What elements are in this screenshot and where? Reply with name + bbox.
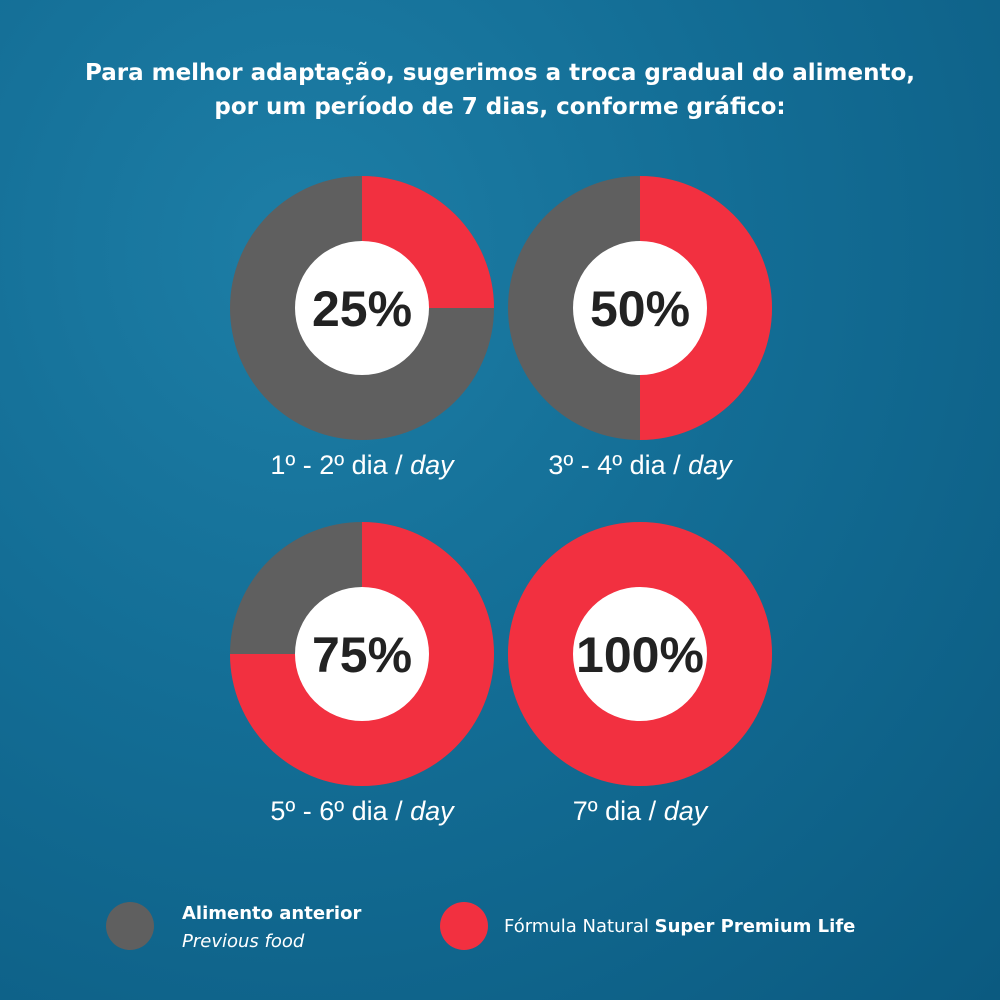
pie-3-caption-italic: day	[410, 796, 454, 826]
pie-4-percent-label: 100%	[576, 627, 704, 683]
pie-3-center	[295, 587, 429, 721]
pie-svg-2: 50%	[508, 176, 772, 440]
title-line-2: por um período de 7 dias, conforme gráfi…	[214, 94, 786, 120]
pie-svg-3: 75%	[230, 522, 494, 786]
pie-3-percent-label: 75%	[312, 627, 412, 683]
legend-new-regular: Fórmula Natural	[504, 916, 655, 937]
pie-1-percent-label: 25%	[312, 281, 412, 337]
legend-previous-italic: Previous food	[182, 931, 305, 952]
pie-1-center	[295, 241, 429, 375]
pie-svg-1: 25%	[230, 176, 494, 440]
pie-svg-4: 100%	[508, 522, 772, 786]
pie-2-caption-italic: day	[688, 450, 732, 480]
pie-chart-2: 50%	[508, 176, 772, 440]
pie-1-caption-italic: day	[410, 450, 454, 480]
legend-dot-new	[440, 902, 488, 950]
pie-2-caption-main: 3º - 4º dia /	[548, 450, 689, 480]
pie-2-caption: 3º - 4º dia / day	[510, 450, 770, 481]
pie-4-caption: 7º dia / day	[510, 796, 770, 827]
pie-chart-3: 75%	[230, 522, 494, 786]
pie-1-caption: 1º - 2º dia / day	[232, 450, 492, 481]
pie-2-percent-label: 50%	[590, 281, 690, 337]
legend-text-new: Fórmula Natural Super Premium Life	[504, 913, 855, 941]
pie-chart-1: 25%	[230, 176, 494, 440]
title-line-1: Para melhor adaptação, sugerimos a troca…	[84, 60, 916, 86]
pie-3-caption-main: 5º - 6º dia /	[270, 796, 411, 826]
pie-3-caption: 5º - 6º dia / day	[232, 796, 492, 827]
legend-previous-bold: Alimento anterior	[182, 903, 362, 924]
page-title: Para melhor adaptação, sugerimos a troca…	[0, 56, 1000, 124]
pie-4-caption-italic: day	[663, 796, 708, 826]
pie-2-center	[573, 241, 707, 375]
legend-new-bold: Super Premium Life	[654, 916, 856, 937]
pie-1-caption-main: 1º - 2º dia /	[270, 450, 411, 480]
legend-text-previous: Alimento anterior Previous food	[182, 900, 361, 956]
pie-4-caption-main: 7º dia /	[572, 796, 664, 826]
pie-chart-4: 100%	[508, 522, 772, 786]
pie-4-center	[573, 587, 707, 721]
legend-dot-previous	[106, 902, 154, 950]
